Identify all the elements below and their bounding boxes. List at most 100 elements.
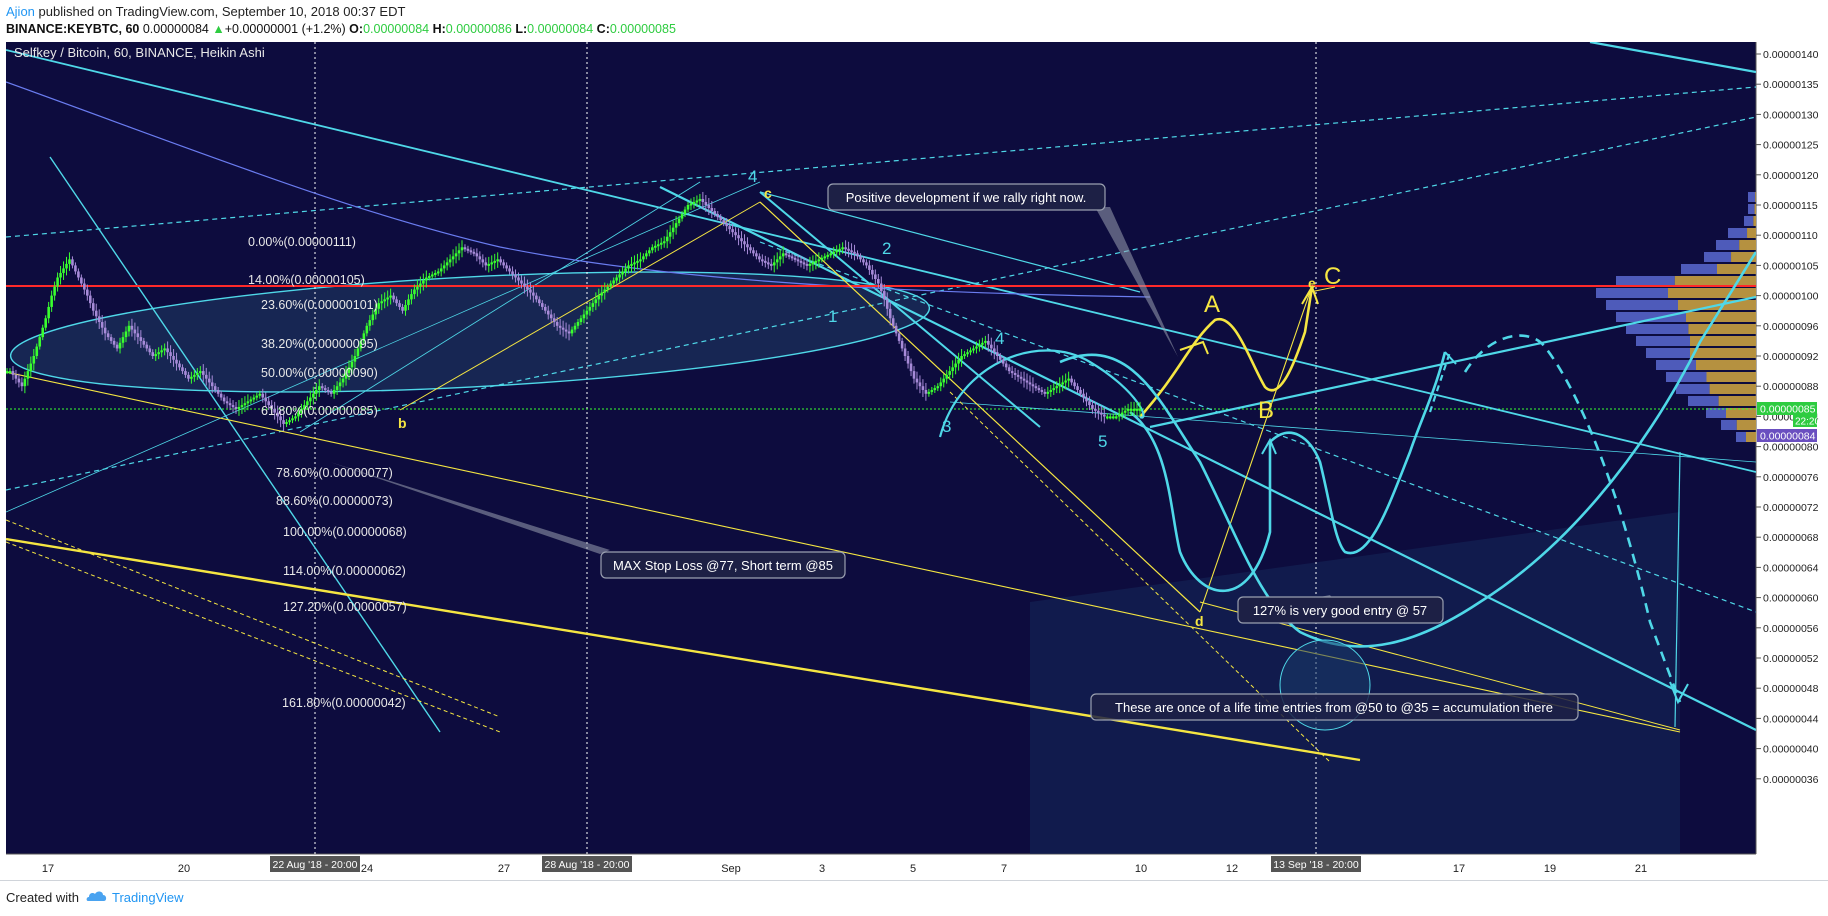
callout-box[interactable] (827, 183, 1106, 211)
scenario-curve-2 (1059, 251, 1756, 648)
candle-body (1049, 389, 1053, 392)
candle-body (1007, 367, 1011, 372)
candle-body (642, 256, 645, 260)
candle-body (427, 275, 431, 278)
candle-body (32, 356, 36, 364)
candle-body (1046, 391, 1050, 394)
candle-body (511, 271, 514, 275)
candle-body (734, 232, 737, 236)
candle-body (26, 371, 30, 379)
candle-body (419, 283, 422, 287)
candle-body (59, 272, 62, 278)
candle-body (579, 318, 583, 323)
candle-body (811, 262, 815, 265)
volume-bar (1709, 384, 1756, 394)
candle-body (279, 416, 282, 421)
price-axis[interactable] (1756, 42, 1828, 854)
candle-body (1019, 376, 1023, 379)
candle-body (761, 259, 764, 262)
volume-bar (1681, 264, 1717, 274)
candle-body (558, 325, 562, 328)
candle-body (1085, 397, 1088, 402)
candle-body (416, 286, 419, 290)
candle-body (199, 371, 202, 374)
candle-body (998, 356, 1002, 360)
candle-body (309, 397, 312, 402)
candle-body (814, 260, 818, 263)
x-tick-label: 20 (178, 863, 190, 875)
candle-body (671, 227, 675, 233)
candle-body (163, 348, 166, 351)
fib-level-label: 78.60%(0.00000077) (276, 466, 393, 480)
candle-body (775, 259, 779, 263)
candle-body (903, 348, 907, 356)
candle-body (306, 401, 309, 406)
candle-body (603, 289, 607, 293)
candle-body (448, 259, 452, 263)
candle-body (490, 262, 494, 265)
candle-body (1088, 401, 1091, 406)
candle-body (457, 250, 461, 254)
candle-body (826, 254, 830, 257)
price-tag: 0.00000085 (1760, 404, 1816, 416)
candle-body (91, 303, 95, 311)
candle-body (166, 348, 169, 353)
candle-body (746, 244, 749, 248)
candle-body (401, 306, 404, 311)
timer-tag: 22:20 (1795, 417, 1820, 428)
candle-body (805, 263, 809, 266)
candle-body (567, 331, 571, 334)
candle-body (1103, 414, 1106, 417)
candle-body (615, 277, 618, 281)
candle-body (496, 259, 499, 262)
y-tick-label: 0.00000060 (1763, 593, 1819, 605)
time-axis[interactable] (6, 854, 1756, 880)
y-tick-label: 0.00000110 (1763, 230, 1818, 242)
published-text: published on TradingView.com, September … (34, 4, 406, 19)
candle-body (380, 301, 384, 304)
open-label: O: (349, 22, 364, 36)
candle-body (856, 253, 859, 257)
candle-body (573, 325, 577, 330)
y-tick-label: 0.00000080 (1763, 442, 1819, 454)
candle-body (514, 274, 517, 278)
candle-body (124, 331, 128, 338)
candle-body (1132, 408, 1136, 411)
volume-bar (1718, 396, 1756, 406)
timer-tag-bg (1793, 415, 1817, 427)
candle-body (939, 382, 943, 387)
callout-box[interactable] (600, 551, 846, 579)
candle-body (520, 280, 523, 284)
callout-box[interactable] (1090, 693, 1579, 721)
candle-body (689, 203, 693, 206)
y-tick-label: 0.00000048 (1763, 683, 1819, 695)
y-tick-label: 0.00000092 (1763, 351, 1819, 363)
candle-body (112, 340, 116, 345)
volume-bar (1626, 324, 1689, 334)
candle-body (808, 263, 812, 266)
fib-level-label: 61.80%(0.00000085) (261, 404, 378, 418)
candle-body (653, 245, 657, 248)
candle-body (1064, 380, 1067, 383)
candle-body (356, 348, 360, 356)
candle-body (389, 295, 392, 298)
price-chart[interactable]: 0.00%(0.00000111) 14.00%(0.00000105) 23.60… (0, 42, 1828, 880)
wave-label: 3 (942, 417, 951, 436)
candle-body (365, 325, 369, 334)
cyan-trendlines (6, 42, 1756, 733)
candle-body (930, 389, 934, 392)
candle-body (294, 416, 297, 419)
candle-body (680, 214, 684, 219)
callout-box[interactable] (1237, 596, 1444, 624)
candle-body (130, 325, 134, 330)
candle-body (282, 420, 285, 424)
author-link[interactable]: Ajion (6, 4, 35, 19)
candle-body (1082, 393, 1085, 398)
candle-body (538, 299, 541, 304)
candle-body (151, 352, 155, 356)
candle-body (1097, 410, 1100, 413)
candlesticks[interactable] (0, 191, 1142, 431)
candle-body (701, 198, 705, 202)
tradingview-link[interactable]: TradingView (112, 890, 184, 905)
candle-body (900, 340, 904, 349)
